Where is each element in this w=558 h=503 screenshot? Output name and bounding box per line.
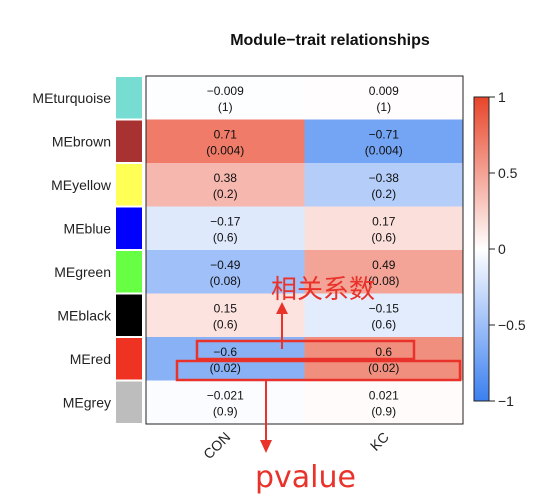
heatmap-cell-MEgreen-KC bbox=[304, 250, 463, 294]
row-labels: MEturquoise MEbrown MEyellow MEblue MEgreen M… bbox=[32, 90, 112, 411]
cell-pvalue-label: (0.2) bbox=[213, 187, 238, 201]
cell-correlation-label: −0.15 bbox=[369, 301, 400, 315]
cell-pvalue-label: (0.004) bbox=[206, 143, 244, 157]
cell-pvalue-label: (0.9) bbox=[371, 404, 396, 418]
correlation-annotation-label: 相关系数 bbox=[271, 275, 375, 305]
row-label-MEgrey: MEgrey bbox=[63, 394, 111, 410]
cell-correlation-label: −0.38 bbox=[369, 171, 400, 185]
cell-correlation-label: 0.71 bbox=[214, 127, 238, 141]
module-swatch-MEblue bbox=[116, 207, 142, 249]
color-scale-tick-label: 1 bbox=[498, 89, 506, 105]
cell-pvalue-label: (0.6) bbox=[213, 230, 238, 244]
heatmap-cell-MEbrown-CON bbox=[146, 119, 305, 163]
row-label-MEyellow: MEyellow bbox=[51, 177, 112, 193]
heatmap-frame bbox=[145, 75, 464, 425]
module-swatch-MEblack bbox=[116, 294, 142, 336]
row-label-MEgreen: MEgreen bbox=[54, 264, 111, 280]
correlation-highlight-box bbox=[195, 339, 416, 361]
row-label-MEblue: MEblue bbox=[64, 220, 112, 236]
heatmap-cell-MEblue-CON bbox=[146, 206, 305, 250]
cell-correlation-label: 0.49 bbox=[372, 258, 396, 272]
module-swatch-MEred bbox=[116, 338, 142, 380]
pvalue-highlight-box bbox=[175, 359, 462, 382]
cell-pvalue-label: (0.004) bbox=[365, 143, 403, 157]
cell-pvalue-label: (0.02) bbox=[368, 361, 399, 375]
cell-pvalue-label: (0.02) bbox=[210, 361, 241, 375]
color-scale-tick-label: 0.5 bbox=[498, 165, 518, 181]
chart-title: Module−trait relationships bbox=[230, 32, 430, 49]
heatmap-cell-MEgrey-KC bbox=[304, 380, 463, 424]
cell-pvalue-label: (0.6) bbox=[371, 230, 396, 244]
heatmap-cell-MEblack-CON bbox=[146, 293, 305, 337]
heatmap-cell-MEturquoise-KC bbox=[304, 76, 463, 120]
cell-pvalue-label: (0.6) bbox=[371, 317, 396, 331]
module-swatch-MEgreen bbox=[116, 251, 142, 293]
row-label-MEturquoise: MEturquoise bbox=[32, 90, 111, 106]
cell-correlation-label: −0.71 bbox=[369, 127, 400, 141]
column-label-CON: CON bbox=[200, 429, 233, 462]
color-scale-bar bbox=[473, 96, 490, 402]
color-scale-tick-label: 0 bbox=[498, 241, 506, 257]
row-label-MEred: MEred bbox=[70, 351, 111, 367]
column-labels: CON KC bbox=[200, 429, 392, 462]
pvalue-annotation-label: pvalue bbox=[255, 460, 356, 495]
module-swatch-MEyellow bbox=[116, 164, 142, 206]
heatmap-cell-MEgreen-CON bbox=[146, 250, 305, 294]
row-label-MEbrown: MEbrown bbox=[52, 133, 111, 149]
cell-correlation-label: −0.021 bbox=[207, 388, 244, 402]
heatmap-cells bbox=[146, 76, 463, 424]
heatmap-cell-MEblue-KC bbox=[304, 206, 463, 250]
cell-correlation-label: 0.009 bbox=[369, 84, 399, 98]
cell-correlation-label: 0.021 bbox=[369, 388, 399, 402]
heatmap-cell-MEyellow-CON bbox=[146, 163, 305, 207]
module-swatch-MEbrown bbox=[116, 120, 142, 162]
cell-pvalue-label: (0.6) bbox=[213, 317, 238, 331]
column-label-KC: KC bbox=[367, 429, 392, 454]
color-scale-tick-label: −1 bbox=[498, 393, 514, 409]
pvalue-arrow-head bbox=[260, 440, 272, 453]
cell-pvalue-label: (1) bbox=[376, 100, 391, 114]
cell-correlation-label: −0.6 bbox=[213, 345, 237, 359]
heatmap-cell-MEturquoise-CON bbox=[146, 76, 305, 120]
cell-pvalue-label: (0.08) bbox=[368, 274, 399, 288]
cell-labels: −0.009 (1) 0.009 (1) 0.71 (0.004) −0.71 (0.004)… bbox=[206, 84, 403, 419]
cell-correlation-label: −0.49 bbox=[210, 258, 241, 272]
row-label-MEblack: MEblack bbox=[57, 307, 112, 323]
cell-pvalue-label: (0.2) bbox=[371, 187, 396, 201]
heatmap-cell-MEbrown-KC bbox=[304, 119, 463, 163]
annotation-layer: 相关系数 pvalue bbox=[175, 275, 462, 495]
color-scale-legend: 1 0.5 0 −0.5 −1 bbox=[473, 89, 526, 409]
heatmap-cell-MEblack-KC bbox=[304, 293, 463, 337]
cell-pvalue-label: (1) bbox=[218, 100, 233, 114]
correlation-arrow-head bbox=[276, 302, 288, 314]
module-color-swatches bbox=[116, 77, 142, 423]
module-swatch-MEgrey bbox=[116, 381, 142, 423]
cell-correlation-label: 0.6 bbox=[375, 345, 392, 359]
color-scale-tick-label: −0.5 bbox=[498, 317, 526, 333]
module-swatch-MEturquoise bbox=[116, 77, 142, 119]
cell-correlation-label: 0.17 bbox=[372, 214, 396, 228]
cell-pvalue-label: (0.08) bbox=[210, 274, 241, 288]
cell-correlation-label: −0.009 bbox=[207, 84, 244, 98]
heatmap-cell-MEyellow-KC bbox=[304, 163, 463, 207]
cell-correlation-label: −0.17 bbox=[210, 214, 241, 228]
cell-correlation-label: 0.15 bbox=[214, 301, 238, 315]
cell-correlation-label: 0.38 bbox=[214, 171, 238, 185]
cell-pvalue-label: (0.9) bbox=[213, 404, 238, 418]
heatmap-cell-MEgrey-CON bbox=[146, 380, 305, 424]
